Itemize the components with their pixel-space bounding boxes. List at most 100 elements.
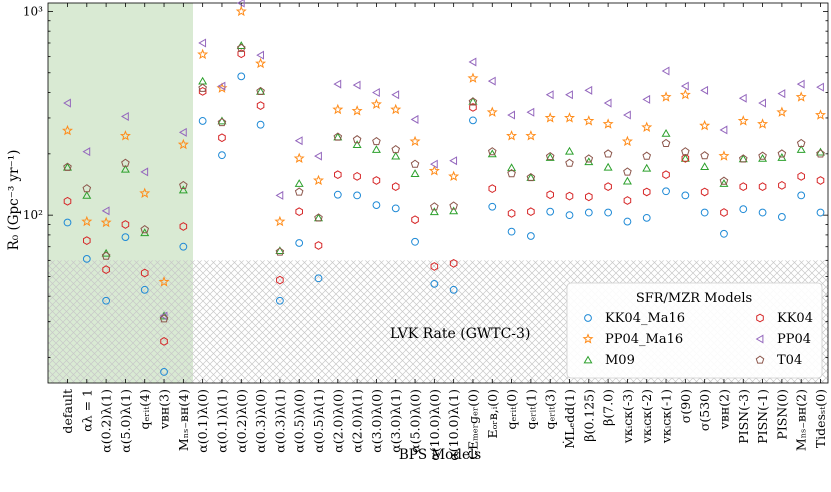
- data-point-m09: [120, 164, 130, 173]
- data-point-kk04: [739, 182, 748, 192]
- data-point-m09: [217, 116, 227, 125]
- data-point-t04: [526, 173, 536, 182]
- x-tick-label: α(2.0)λ(1): [350, 389, 365, 453]
- x-tick-label: PISN(-1): [755, 389, 770, 444]
- data-point-kk04-ma16: [391, 204, 400, 213]
- x-tick-label: vʙʜ(3): [157, 389, 172, 430]
- legend-marker: [756, 313, 764, 323]
- data-point-pp04: [275, 190, 284, 200]
- x-tick-label: α(0.2)λ(0): [234, 389, 249, 453]
- data-point-kk04-ma16: [121, 233, 130, 242]
- data-point-kk04-ma16: [372, 201, 381, 210]
- data-point-kk04: [430, 262, 439, 271]
- data-point-kk04-ma16: [295, 239, 304, 247]
- data-point-pp04: [236, 0, 245, 8]
- data-point-kk04-ma16: [449, 285, 458, 294]
- data-point-t04: [101, 251, 111, 260]
- data-point-pp04: [680, 81, 689, 91]
- x-tick-label: PISN(0): [774, 389, 789, 440]
- data-point-pp04: [159, 311, 168, 321]
- x-tick-label: α(0.5)λ(1): [311, 389, 326, 453]
- x-axis-label: BPS Models: [399, 447, 481, 463]
- data-point-kk04-ma16: [411, 237, 419, 246]
- y-tick-label: 10³: [23, 4, 43, 18]
- data-point-m09: [391, 151, 401, 160]
- data-point-pp04: [719, 125, 728, 135]
- data-point-m09: [622, 176, 632, 185]
- data-point-pp04: [603, 98, 612, 108]
- data-point-t04: [603, 149, 613, 158]
- data-point-t04: [314, 213, 323, 222]
- data-point-t04: [681, 147, 690, 156]
- data-point-kk04: [488, 184, 497, 193]
- y-axis-label: R₀ (Gpc⁻³ yr⁻¹): [6, 150, 22, 251]
- x-tick-label: default: [60, 389, 75, 434]
- data-point-pp04-ma16: [718, 150, 730, 161]
- data-point-kk04: [778, 181, 786, 190]
- data-point-pp04-ma16: [737, 115, 749, 126]
- x-tick-label: Tidesₛₜ(0): [813, 389, 828, 448]
- data-point-pp04-ma16: [679, 88, 691, 100]
- data-point-m09: [82, 191, 92, 199]
- data-point-pp04-ma16: [274, 215, 286, 227]
- legend-marker: [755, 355, 765, 364]
- data-point-t04: [82, 184, 92, 193]
- data-point-t04: [487, 147, 497, 156]
- legend-label: KK04: [777, 311, 813, 326]
- data-point-t04: [294, 187, 304, 196]
- data-point-kk04-ma16: [160, 368, 168, 376]
- data-point-t04: [430, 202, 439, 211]
- data-point-m09: [680, 153, 690, 162]
- data-point-pp04: [700, 85, 709, 95]
- data-point-t04: [179, 180, 188, 190]
- data-point-pp04: [198, 38, 207, 48]
- data-point-m09: [661, 128, 671, 137]
- data-point-pp04: [372, 87, 380, 98]
- data-point-kk04-ma16: [739, 205, 748, 214]
- data-point-kk04: [449, 258, 458, 268]
- data-point-m09: [429, 207, 439, 216]
- data-point-pp04-ma16: [506, 130, 518, 141]
- x-tick-label: αλ = 1: [79, 389, 94, 432]
- data-point-pp04: [661, 66, 670, 76]
- data-point-kk04-ma16: [797, 191, 806, 200]
- data-point-m09: [371, 145, 381, 153]
- legend-marker: [755, 334, 764, 344]
- data-point-t04: [63, 162, 72, 171]
- data-point-pp04-ma16: [139, 187, 151, 198]
- data-point-t04: [719, 176, 729, 185]
- data-point-pp04-ma16: [776, 106, 788, 117]
- x-tick-label: qₑᵣᵢₜ(1): [523, 389, 538, 430]
- data-point-pp04: [623, 110, 631, 120]
- data-point-pp04-ma16: [699, 119, 711, 131]
- data-point-t04: [507, 169, 516, 178]
- data-point-kk04-ma16: [140, 285, 149, 294]
- data-point-kk04-ma16: [526, 232, 535, 240]
- x-tick-label: σ(530): [697, 389, 712, 431]
- x-tick-label: α(0.1)λ(1): [214, 389, 229, 453]
- data-point-kk04: [83, 236, 91, 245]
- data-point-pp04: [352, 80, 361, 90]
- data-point-pp04-ma16: [293, 152, 305, 164]
- x-tick-label: qₑᵣᵢₜ(4): [137, 389, 152, 430]
- data-point-kk04-ma16: [314, 274, 323, 283]
- data-point-kk04: [604, 182, 612, 192]
- data-point-t04: [140, 225, 150, 234]
- legend-marker: [584, 314, 592, 322]
- data-point-pp04-ma16: [62, 124, 73, 136]
- data-point-kk04: [681, 153, 690, 163]
- data-point-t04: [256, 86, 265, 96]
- data-point-m09: [236, 41, 246, 49]
- data-point-kk04-ma16: [237, 72, 246, 81]
- data-point-pp04-ma16: [351, 105, 363, 116]
- data-point-kk04-ma16: [642, 213, 651, 222]
- data-point-kk04: [334, 170, 342, 180]
- data-point-pp04-ma16: [197, 48, 209, 60]
- data-point-pp04: [101, 206, 110, 216]
- data-point-m09: [178, 185, 188, 194]
- data-point-kk04: [623, 196, 632, 205]
- data-point-kk04: [256, 101, 265, 110]
- x-tick-label: α(0.5)λ(0): [292, 389, 307, 453]
- data-point-kk04: [372, 176, 381, 185]
- data-point-pp04-ma16: [390, 103, 402, 115]
